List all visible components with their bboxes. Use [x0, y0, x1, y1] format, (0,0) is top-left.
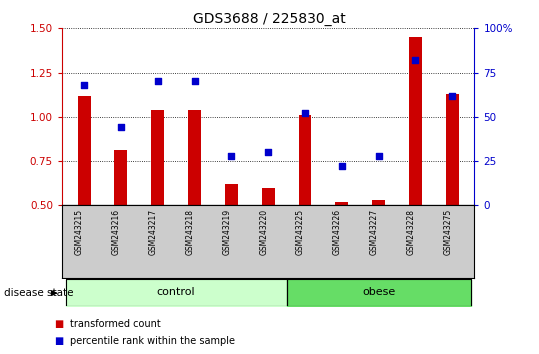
Bar [225, 184, 238, 205]
Text: GSM243227: GSM243227 [370, 209, 378, 255]
Point [116, 125, 125, 130]
Text: disease state: disease state [4, 288, 74, 298]
Bar [409, 37, 422, 205]
Point [154, 79, 162, 84]
Point [411, 57, 420, 63]
Text: GSM243220: GSM243220 [259, 209, 268, 255]
Point [448, 93, 457, 98]
Bar [151, 110, 164, 205]
Text: obese: obese [362, 287, 395, 297]
Text: control: control [157, 287, 196, 297]
Text: GSM243226: GSM243226 [333, 209, 342, 255]
Text: GSM243217: GSM243217 [149, 209, 158, 255]
Text: GSM243275: GSM243275 [443, 209, 452, 255]
Bar [372, 200, 385, 205]
Bar [299, 115, 312, 205]
Text: GSM243225: GSM243225 [296, 209, 305, 255]
Text: GDS3688 / 225830_at: GDS3688 / 225830_at [193, 12, 346, 27]
Point [337, 164, 346, 169]
Text: GSM243215: GSM243215 [75, 209, 84, 255]
Text: transformed count: transformed count [70, 319, 161, 329]
Bar [78, 96, 91, 205]
Bar [188, 110, 201, 205]
Point [190, 79, 199, 84]
Point [80, 82, 88, 88]
Text: GSM243218: GSM243218 [185, 209, 195, 255]
Bar [114, 150, 127, 205]
Text: percentile rank within the sample: percentile rank within the sample [70, 336, 235, 346]
Text: ■: ■ [54, 319, 63, 329]
Bar [262, 188, 274, 205]
Point [301, 110, 309, 116]
Text: ■: ■ [54, 336, 63, 346]
Text: GSM243216: GSM243216 [112, 209, 121, 255]
Bar [335, 202, 348, 205]
Text: GSM243228: GSM243228 [406, 209, 416, 255]
Point [374, 153, 383, 159]
Bar [446, 94, 459, 205]
Point [264, 149, 273, 155]
Point [227, 153, 236, 159]
Text: GSM243219: GSM243219 [222, 209, 231, 255]
